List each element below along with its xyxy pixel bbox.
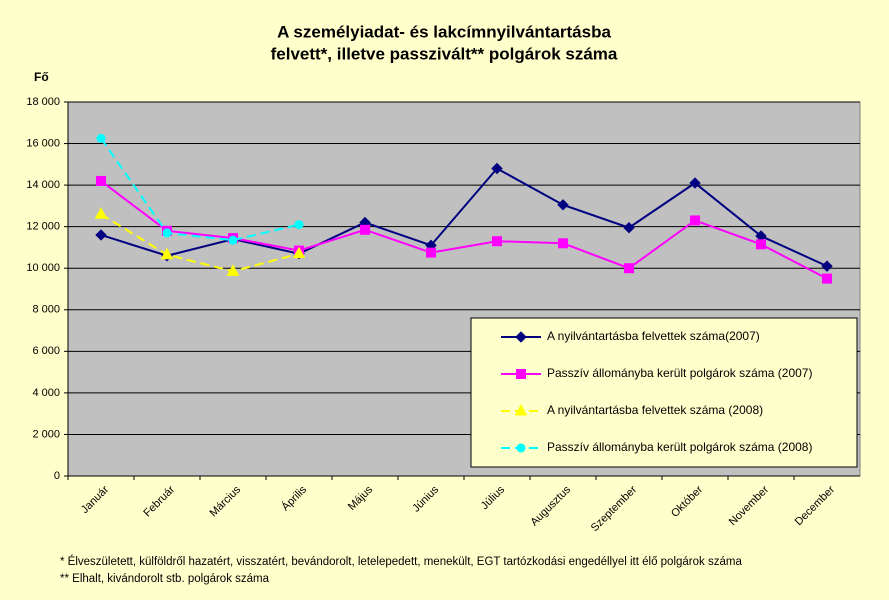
marker [292,246,306,259]
y-tick-label: 16 000 [26,137,60,149]
marker [96,175,106,186]
y-tick-label: 12 000 [26,221,60,233]
chart-title: A személyiadat- és lakcímnyilvántartásba [277,22,611,41]
marker [360,224,370,235]
y-tick-label: 0 [54,470,60,482]
y-tick-label: 10 000 [26,262,60,274]
marker [426,247,436,258]
series-line [100,180,828,280]
marker [162,228,172,238]
y-tick-label: 18 000 [26,96,60,108]
legend-label: Passzív állományba került polgárok száma… [547,440,812,454]
legend-marker [516,443,526,453]
marker [756,239,766,250]
y-tick-label: 2 000 [32,428,60,440]
y-tick-label: 4 000 [32,387,60,399]
marker [558,238,568,249]
legend-box [470,317,858,468]
marker [96,133,106,143]
legend-marker [516,369,526,379]
marker [160,247,174,260]
marker [226,264,240,276]
marker [491,162,503,175]
marker [689,177,701,189]
marker [822,273,832,284]
legend-label: Passzív állományba került polgárok száma… [547,366,812,380]
marker [492,236,502,247]
legend-label: A nyilvántartásba felvettek száma(2007) [547,329,760,343]
footnote: * Élveszületett, külföldről hazatért, vi… [60,555,742,568]
marker [623,221,635,234]
y-tick-label: 8 000 [32,304,60,316]
chart-title: felvett*, illetve passzivált** polgárok … [271,44,618,63]
marker [690,215,700,226]
y-tick-label: 14 000 [26,179,60,191]
marker [294,220,304,230]
marker [821,260,833,272]
marker [557,199,569,211]
legend-marker [514,403,528,416]
series-line [100,167,828,268]
marker [228,235,238,245]
legend-marker [515,331,527,343]
y-axis-label: Fő [34,70,49,84]
legend-label: A nyilvántartásba felvettek száma (2008) [547,403,763,417]
footnote: ** Elhalt, kivándorolt stb. polgárok szá… [60,573,270,585]
legend: A nyilvántartásba felvettek száma(2007) P… [470,317,858,468]
marker [94,207,108,219]
series-line [100,137,300,242]
marker [95,229,107,241]
y-tick-label: 6 000 [32,345,60,357]
marker [624,263,634,274]
